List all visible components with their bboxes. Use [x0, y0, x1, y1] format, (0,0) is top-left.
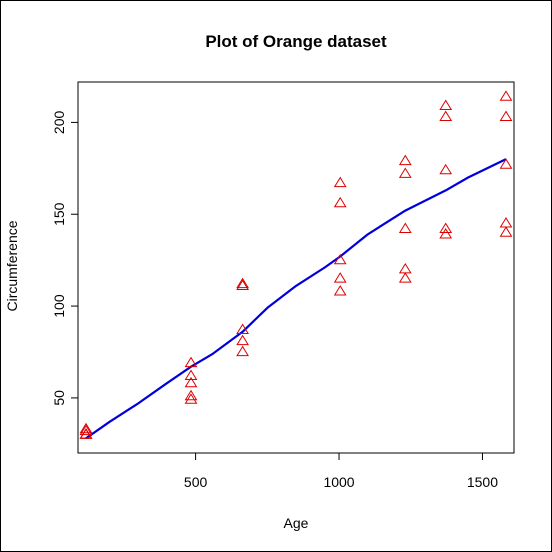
data-point-triangle [184, 356, 198, 368]
data-point-triangle [333, 176, 347, 188]
data-point-triangle [236, 279, 249, 290]
plot-area-box [77, 81, 515, 454]
x-tick-label: 1000 [323, 474, 354, 490]
x-axis-label: Age [284, 515, 309, 531]
data-point-triangle [236, 334, 249, 346]
x-tick-label: 500 [184, 474, 208, 490]
data-point-triangle [499, 158, 513, 169]
data-point-triangle [333, 272, 347, 283]
data-point-triangle [79, 422, 93, 434]
data-point-triangle [499, 110, 513, 121]
data-point-triangle [398, 154, 412, 166]
x-tick-label: 1500 [467, 474, 498, 490]
data-point-triangle [184, 376, 198, 388]
data-point-triangle [79, 424, 93, 436]
data-point-triangle [333, 285, 347, 296]
data-point-triangle [439, 228, 453, 239]
data-point-triangle [439, 110, 453, 121]
data-point-triangle [333, 196, 347, 208]
y-tick-label: 200 [51, 111, 67, 135]
data-point-triangle [184, 369, 198, 380]
data-point-triangle [499, 226, 513, 237]
data-point-triangle [398, 272, 412, 283]
data-point-triangle [439, 99, 453, 110]
data-point-triangle [398, 222, 412, 233]
data-point-triangle [236, 277, 249, 289]
data-point-triangle [398, 262, 412, 274]
y-tick-label: 100 [51, 294, 67, 318]
data-point-triangle [184, 389, 198, 401]
data-point-triangle [184, 393, 198, 404]
fit-line-layer [85, 158, 507, 440]
data-point-triangle [439, 222, 453, 233]
y-tick-label: 150 [51, 202, 67, 226]
y-axis-label: Circumference [4, 220, 20, 311]
data-point-triangle [439, 163, 453, 175]
smooth-fit-line [85, 158, 507, 440]
y-tick-label: 50 [51, 390, 67, 406]
data-point-triangle [398, 167, 412, 178]
x-axis: 500 1000 1500 [184, 453, 498, 490]
chart-title: Plot of Orange dataset [205, 32, 387, 51]
data-point-triangle [499, 217, 513, 228]
points-layer [79, 90, 513, 439]
y-axis: 50 100 150 200 [51, 111, 78, 406]
data-point-triangle [499, 90, 513, 101]
data-point-triangle [236, 345, 249, 357]
data-point-triangle [333, 253, 347, 265]
data-point-triangle [236, 323, 249, 334]
data-point-triangle [79, 428, 93, 439]
